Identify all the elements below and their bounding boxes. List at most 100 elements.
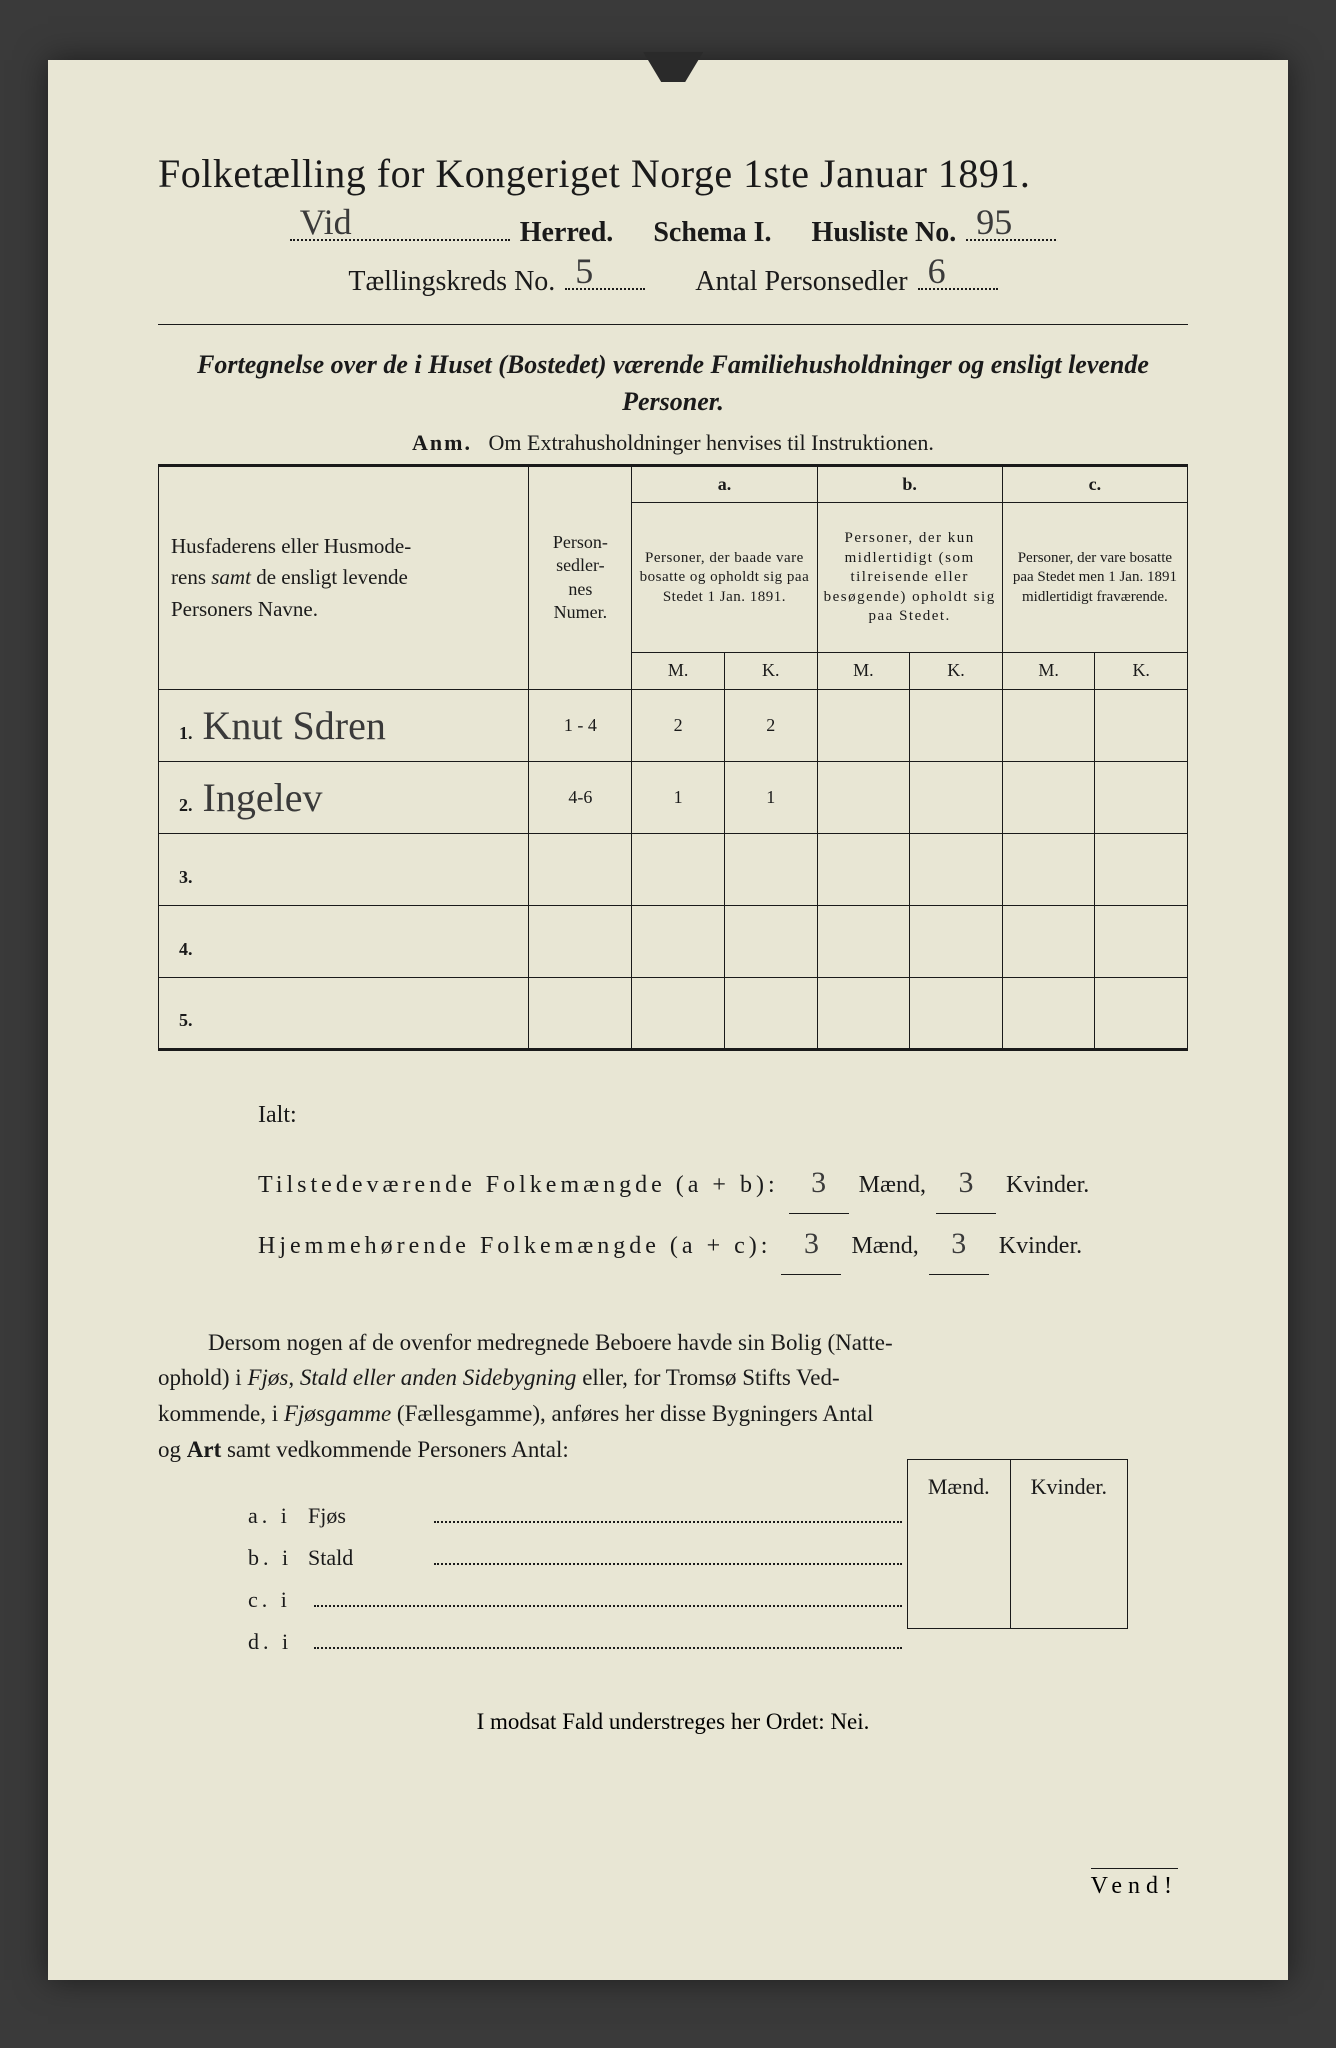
txt-b: Stald bbox=[308, 1537, 428, 1579]
table-row: 2.Ingelev4-611 bbox=[159, 761, 1188, 833]
final-line: I modsat Fald understreges her Ordet: Ne… bbox=[158, 1709, 1188, 1735]
col-a-k: K. bbox=[724, 653, 817, 689]
row-num-cell: 1 - 4 bbox=[529, 689, 632, 761]
anm-text: Om Extrahusholdninger henvises til Instr… bbox=[489, 430, 934, 455]
row-ak bbox=[724, 977, 817, 1049]
row-num-cell bbox=[529, 977, 632, 1049]
row-ak bbox=[724, 905, 817, 977]
table-row: 3. bbox=[159, 833, 1188, 905]
row-cm bbox=[1002, 977, 1095, 1049]
row-bk bbox=[910, 833, 1003, 905]
row-ck bbox=[1095, 833, 1188, 905]
header-row-1: Vid Herred. Schema I. Husliste No. 95 bbox=[158, 207, 1188, 249]
row-bm bbox=[817, 977, 910, 1049]
row-bk bbox=[910, 977, 1003, 1049]
row-bk bbox=[910, 905, 1003, 977]
kvinder-label: Kvinder. bbox=[1006, 1172, 1089, 1198]
row-cm bbox=[1002, 833, 1095, 905]
tilstede-label: Tilstedeværende Folkemængde (a + b): bbox=[258, 1172, 779, 1198]
divider bbox=[158, 324, 1188, 325]
side-kvinder: Kvinder. bbox=[1010, 1459, 1128, 1629]
dots bbox=[434, 1545, 902, 1565]
label-a: a. i bbox=[248, 1495, 308, 1537]
row-am: 2 bbox=[632, 689, 725, 761]
row-num-cell: 4-6 bbox=[529, 761, 632, 833]
row-num-cell bbox=[529, 833, 632, 905]
row-bm bbox=[817, 833, 910, 905]
row-bm bbox=[817, 905, 910, 977]
annotation-line: Anm. Om Extrahusholdninger henvises til … bbox=[158, 430, 1188, 456]
row-am: 1 bbox=[632, 761, 725, 833]
husliste-field: 95 bbox=[966, 207, 1056, 241]
vend-label: Vend! bbox=[1091, 1868, 1178, 1900]
col-a-label: a. bbox=[632, 465, 817, 502]
col-c-label: c. bbox=[1002, 465, 1187, 502]
census-table: Husfaderens eller Husmode-rens samt de e… bbox=[158, 464, 1188, 1051]
antal-field: 6 bbox=[918, 257, 998, 291]
label-d: d. i bbox=[248, 1621, 308, 1663]
row-am bbox=[632, 905, 725, 977]
husliste-label: Husliste No. bbox=[812, 217, 957, 249]
row-name-cell: 2.Ingelev bbox=[159, 761, 529, 833]
txt-a: Fjøs bbox=[308, 1495, 428, 1537]
maend-label: Mænd, bbox=[859, 1172, 926, 1198]
tilstede-k: 3 bbox=[958, 1166, 973, 1199]
label-b: b. i bbox=[248, 1537, 308, 1579]
row-bm bbox=[817, 761, 910, 833]
row-bm bbox=[817, 689, 910, 761]
kreds-field: 5 bbox=[565, 257, 645, 291]
maend-label-2: Mænd, bbox=[851, 1233, 918, 1259]
col-b-k: K. bbox=[910, 653, 1003, 689]
table-row: 4. bbox=[159, 905, 1188, 977]
totals-block: Ialt: Tilstedeværende Folkemængde (a + b… bbox=[258, 1091, 1188, 1275]
census-form-page: Folketælling for Kongeriget Norge 1ste J… bbox=[48, 60, 1288, 1980]
col-b-m: M. bbox=[817, 653, 910, 689]
row-cm bbox=[1002, 905, 1095, 977]
herred-field: Vid bbox=[290, 207, 510, 241]
row-am bbox=[632, 833, 725, 905]
row-name-cell: 3. bbox=[159, 833, 529, 905]
row-bk bbox=[910, 689, 1003, 761]
dots bbox=[314, 1629, 902, 1649]
schema-label: Schema I. bbox=[653, 217, 771, 249]
dots bbox=[314, 1587, 902, 1607]
col-header-numer: Person-sedler-nesNumer. bbox=[529, 465, 632, 689]
row-am bbox=[632, 977, 725, 1049]
col-b-label: b. bbox=[817, 465, 1002, 502]
row-name-cell: 1.Knut Sdren bbox=[159, 689, 529, 761]
anm-label: Anm. bbox=[412, 430, 472, 455]
hjemme-m: 3 bbox=[804, 1227, 819, 1260]
herred-handwritten: Vid bbox=[300, 201, 352, 243]
tilstede-m: 3 bbox=[811, 1166, 826, 1199]
row-cm bbox=[1002, 761, 1095, 833]
row-ak: 2 bbox=[724, 689, 817, 761]
row-ak bbox=[724, 833, 817, 905]
row-ck bbox=[1095, 689, 1188, 761]
row-ck bbox=[1095, 905, 1188, 977]
kreds-label: Tællingskreds No. bbox=[348, 266, 555, 298]
row-name-cell: 4. bbox=[159, 905, 529, 977]
col-b-text: Personer, der kun midlertidigt (som tilr… bbox=[817, 503, 1002, 653]
hjemme-label: Hjemmehørende Folkemængde (a + c): bbox=[258, 1233, 771, 1259]
col-c-text: Personer, der vare bosatte paa Stedet me… bbox=[1002, 503, 1187, 653]
col-a-text: Personer, der baade vare bosatte og opho… bbox=[632, 503, 817, 653]
husliste-handwritten: 95 bbox=[976, 201, 1012, 243]
kreds-handwritten: 5 bbox=[575, 250, 593, 292]
subtitle: Fortegnelse over de i Huset (Bostedet) v… bbox=[158, 347, 1188, 420]
col-a-m: M. bbox=[632, 653, 725, 689]
page-title: Folketælling for Kongeriget Norge 1ste J… bbox=[158, 150, 1188, 197]
mk-side-box: Mænd. Kvinder. bbox=[907, 1459, 1128, 1629]
col-c-m: M. bbox=[1002, 653, 1095, 689]
totals-line-1: Tilstedeværende Folkemængde (a + b): 3 M… bbox=[258, 1153, 1188, 1214]
row-ak: 1 bbox=[724, 761, 817, 833]
kvinder-label-2: Kvinder. bbox=[999, 1233, 1082, 1259]
col-c-k: K. bbox=[1095, 653, 1188, 689]
header-row-2: Tællingskreds No. 5 Antal Personsedler 6 bbox=[158, 257, 1188, 299]
row-ck bbox=[1095, 977, 1188, 1049]
antal-handwritten: 6 bbox=[928, 250, 946, 292]
table-row: 1.Knut Sdren1 - 422 bbox=[159, 689, 1188, 761]
row-name-cell: 5. bbox=[159, 977, 529, 1049]
herred-label: Herred. bbox=[520, 217, 614, 249]
row-bk bbox=[910, 761, 1003, 833]
row-cm bbox=[1002, 689, 1095, 761]
